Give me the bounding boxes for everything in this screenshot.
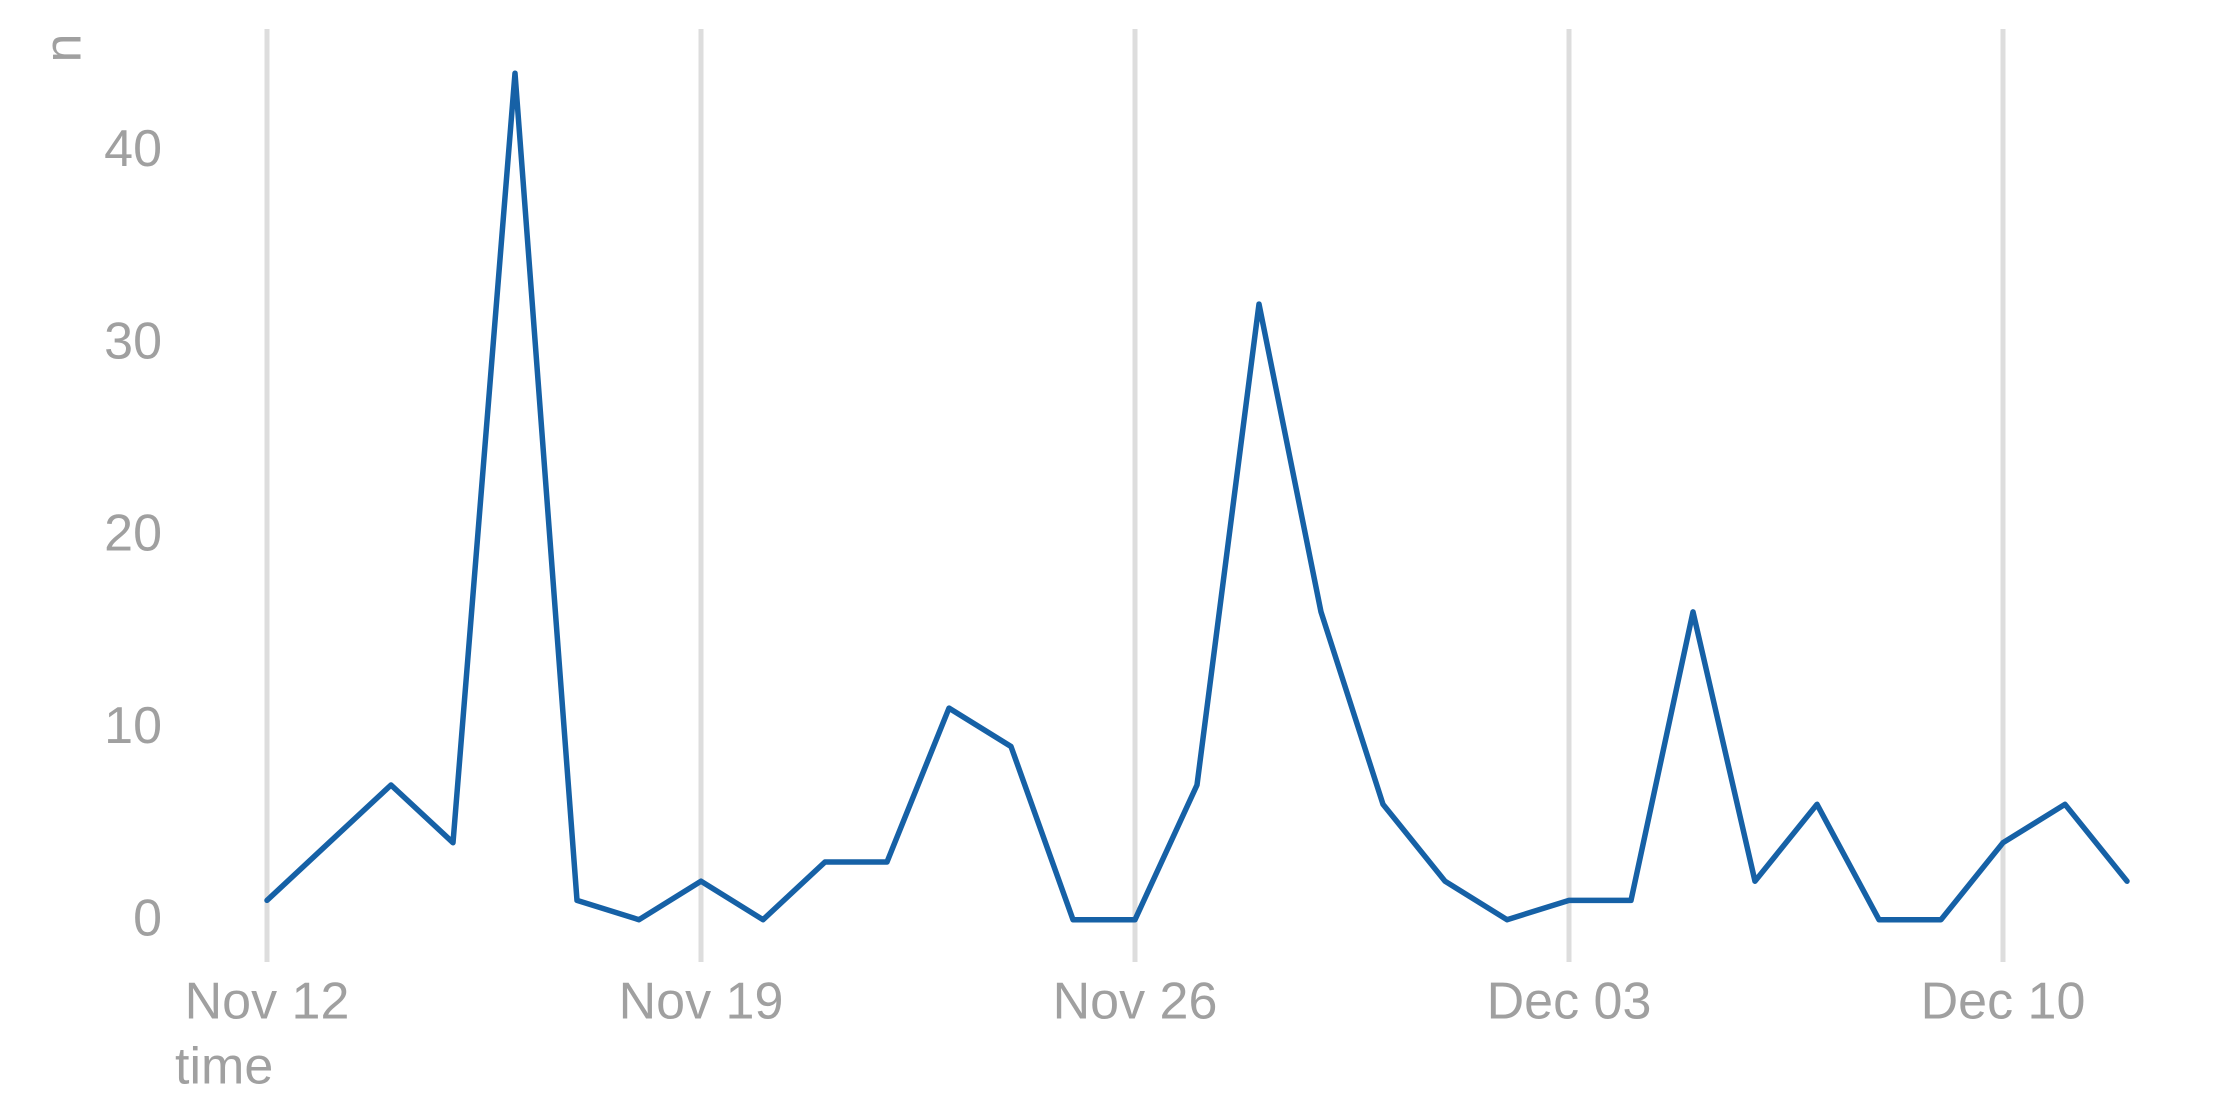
y-tick-label: 0 <box>133 889 162 947</box>
y-tick-label: 40 <box>104 120 162 178</box>
y-tick-label: 10 <box>104 697 162 755</box>
y-tick-label: 20 <box>104 505 162 563</box>
x-tick-label: Dec 03 <box>1487 973 1652 1031</box>
y-axis-label: n <box>35 34 93 63</box>
data-line <box>264 70 2130 923</box>
y-tick-label: 30 <box>104 312 162 370</box>
x-tick-label: Dec 10 <box>1921 973 2086 1031</box>
x-axis-label: time <box>175 1038 273 1096</box>
x-tick-label: Nov 26 <box>1053 973 1218 1031</box>
x-tick-label: Nov 19 <box>619 973 784 1031</box>
x-tick-label: Nov 12 <box>185 973 350 1031</box>
